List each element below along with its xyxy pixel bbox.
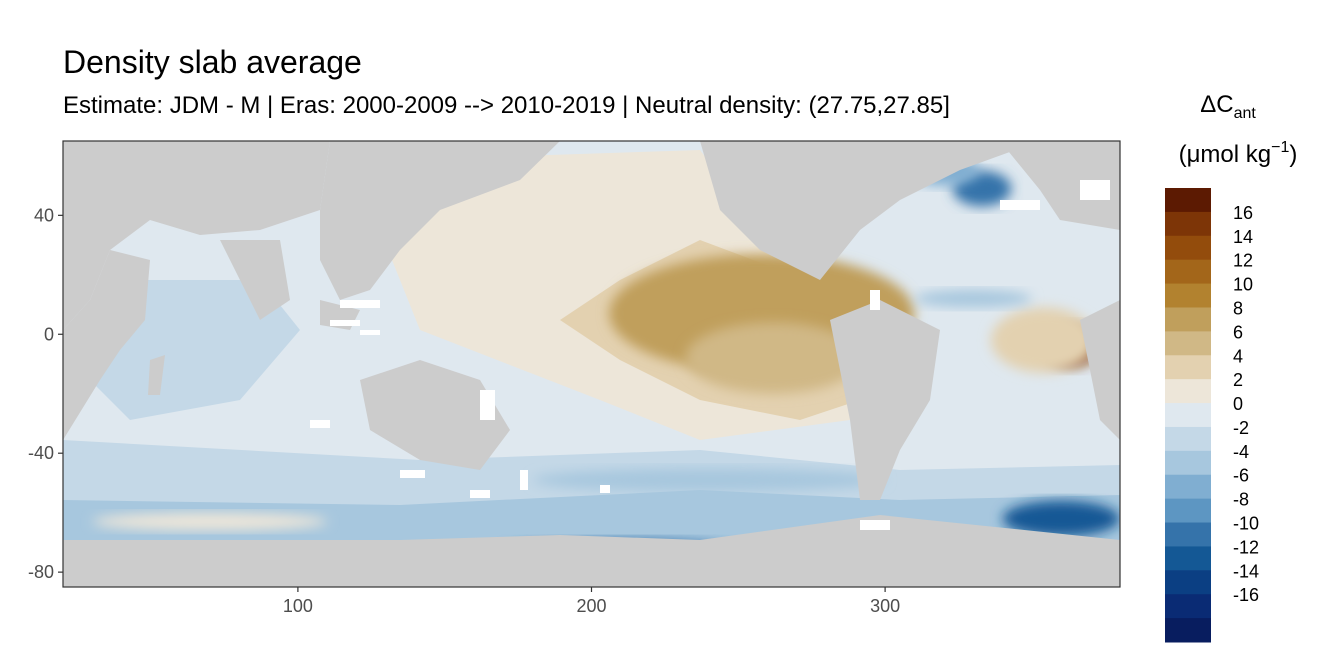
value-region bbox=[914, 289, 1032, 308]
legend-label: 16 bbox=[1233, 203, 1253, 223]
missing-patch bbox=[520, 470, 528, 490]
legend-label: 4 bbox=[1233, 346, 1243, 366]
legend-swatch bbox=[1165, 570, 1211, 595]
legend-label: -14 bbox=[1233, 561, 1259, 581]
missing-patch bbox=[1000, 200, 1040, 210]
legend-label: 2 bbox=[1233, 370, 1243, 390]
legend-swatch bbox=[1165, 379, 1211, 404]
legend-swatch bbox=[1165, 522, 1211, 547]
legend-label: -8 bbox=[1233, 490, 1249, 510]
legend-swatch bbox=[1165, 618, 1211, 643]
chart-title: Density slab average bbox=[63, 44, 362, 80]
land-mass bbox=[1000, 141, 1120, 230]
legend-swatch bbox=[1165, 546, 1211, 571]
y-tick-label: 40 bbox=[34, 205, 54, 225]
legend-label: -2 bbox=[1233, 418, 1249, 438]
legend-label: 10 bbox=[1233, 275, 1253, 295]
legend-swatch bbox=[1165, 211, 1211, 237]
value-region bbox=[532, 468, 886, 492]
missing-patch bbox=[480, 390, 495, 420]
land-mass bbox=[830, 300, 940, 500]
missing-patch bbox=[1080, 180, 1110, 200]
legend-swatch bbox=[1165, 235, 1211, 261]
legend-swatch bbox=[1165, 403, 1211, 428]
value-region bbox=[92, 512, 328, 531]
land-mass bbox=[870, 141, 920, 160]
x-tick-label: 100 bbox=[283, 596, 313, 616]
legend-label: 0 bbox=[1233, 394, 1243, 414]
missing-patch bbox=[400, 470, 425, 478]
y-tick-label: 0 bbox=[44, 324, 54, 344]
land-mass bbox=[220, 240, 290, 320]
land-mass bbox=[63, 141, 330, 330]
legend-swatch bbox=[1165, 331, 1211, 356]
land-mass bbox=[700, 141, 1040, 280]
legend-swatch bbox=[1165, 188, 1211, 213]
legend-title: ΔCant bbox=[1200, 91, 1256, 122]
land-mass bbox=[63, 515, 1120, 587]
legend-label: -16 bbox=[1233, 585, 1259, 605]
legend-swatch bbox=[1165, 594, 1211, 619]
land-mass bbox=[148, 355, 165, 395]
land-masses bbox=[63, 141, 1120, 587]
legend-swatch bbox=[1165, 426, 1211, 452]
legend-swatch bbox=[1165, 307, 1211, 332]
legend-swatch bbox=[1165, 474, 1211, 500]
missing-patch bbox=[860, 520, 890, 530]
y-tick-label: -80 bbox=[28, 562, 54, 582]
missing-data bbox=[310, 180, 1110, 530]
legend-label: 6 bbox=[1233, 322, 1243, 342]
y-tick-label: -40 bbox=[28, 443, 54, 463]
x-tick-label: 300 bbox=[870, 596, 900, 616]
value-region bbox=[1002, 500, 1120, 537]
land-mass bbox=[1080, 300, 1120, 440]
x-tick-label: 200 bbox=[576, 596, 606, 616]
legend-label: 14 bbox=[1233, 227, 1253, 247]
legend-label: 8 bbox=[1233, 298, 1243, 318]
missing-patch bbox=[360, 330, 380, 335]
missing-patch bbox=[310, 420, 330, 428]
missing-patch bbox=[600, 485, 610, 493]
legend-swatch bbox=[1165, 283, 1211, 308]
legend-label: 12 bbox=[1233, 251, 1253, 271]
missing-patch bbox=[340, 300, 380, 308]
chart-subtitle: Estimate: JDM - M | Eras: 2000-2009 --> … bbox=[63, 92, 950, 119]
legend-label: -12 bbox=[1233, 537, 1259, 557]
legend-swatch bbox=[1165, 355, 1211, 380]
land-mass bbox=[320, 141, 560, 300]
legend: ΔCant (μmol kg−1) 16 14 12 10 8 6 4 2 0 -2 -4 -6 -8 -10… bbox=[1165, 91, 1297, 643]
legend-swatch bbox=[1165, 450, 1211, 476]
legend-swatch bbox=[1165, 259, 1211, 285]
land-mass bbox=[63, 250, 150, 440]
legend-swatch bbox=[1165, 498, 1211, 524]
legend-label: -10 bbox=[1233, 514, 1259, 534]
value-region bbox=[685, 322, 862, 394]
legend-label: -4 bbox=[1233, 442, 1249, 462]
map-panel bbox=[63, 141, 1120, 587]
legend-label: -6 bbox=[1233, 466, 1249, 486]
missing-patch bbox=[470, 490, 490, 498]
legend-unit: (μmol kg−1) bbox=[1179, 139, 1298, 168]
missing-patch bbox=[330, 320, 360, 326]
missing-patch bbox=[870, 290, 880, 310]
value-region bbox=[990, 307, 1097, 373]
land-mass bbox=[360, 360, 510, 470]
